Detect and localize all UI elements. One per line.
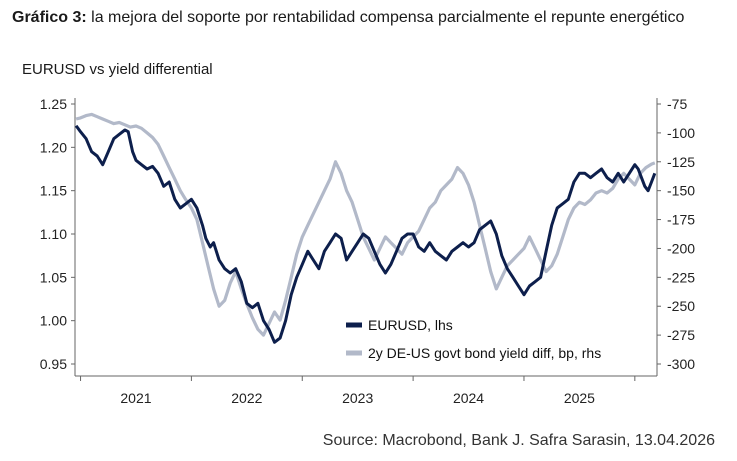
x-tick-label: 2021 <box>120 390 151 406</box>
caption-prefix: Gráfico 3: <box>12 9 87 26</box>
right-tick-label: -250 <box>667 298 695 314</box>
caption-text: la mejora del soporte por rentabilidad c… <box>86 9 685 26</box>
right-tick-label: -150 <box>667 183 695 199</box>
yield-diff-line <box>75 112 656 337</box>
right-tick-label: -125 <box>667 154 695 170</box>
chart-series <box>74 112 657 344</box>
x-tick-label: 2022 <box>231 390 262 406</box>
left-tick-label: 1.05 <box>40 269 67 285</box>
figure-caption: Gráfico 3: la mejora del soporte por ren… <box>12 7 727 28</box>
legend-yield-diff-label: 2y DE-US govt bond yield diff, bp, rhs <box>368 345 601 361</box>
left-tick-label: 1.25 <box>40 96 67 112</box>
left-tick-label: 1.00 <box>40 313 67 329</box>
chart-legend: EURUSD, lhs 2y DE-US govt bond yield diff… <box>346 317 601 361</box>
right-tick-label: -75 <box>667 96 687 112</box>
right-tick-label: -275 <box>667 327 695 343</box>
legend-eurusd-label: EURUSD, lhs <box>368 317 453 333</box>
x-tick-label: 2023 <box>342 390 373 406</box>
x-tick-label: 2025 <box>564 390 595 406</box>
right-tick-label: -175 <box>667 212 695 228</box>
left-tick-label: 1.10 <box>40 226 67 242</box>
right-tick-label: -200 <box>667 240 695 256</box>
left-tick-label: 1.20 <box>40 139 67 155</box>
left-tick-label: 0.95 <box>40 356 67 372</box>
source-note: Source: Macrobond, Bank J. Safra Sarasin… <box>322 432 715 449</box>
right-tick-label: -225 <box>667 269 695 285</box>
eurusd-line <box>74 124 657 344</box>
right-tick-label: -100 <box>667 125 695 141</box>
x-tick-label: 2024 <box>453 390 484 406</box>
left-tick-label: 1.15 <box>40 183 67 199</box>
chart-title: EURUSD vs yield differential <box>22 61 213 78</box>
right-tick-label: -300 <box>667 356 695 372</box>
chart-axes: 1.25 1.20 1.15 1.10 1.05 1.00 0.95 -75 -100 -125 -… <box>40 96 695 406</box>
